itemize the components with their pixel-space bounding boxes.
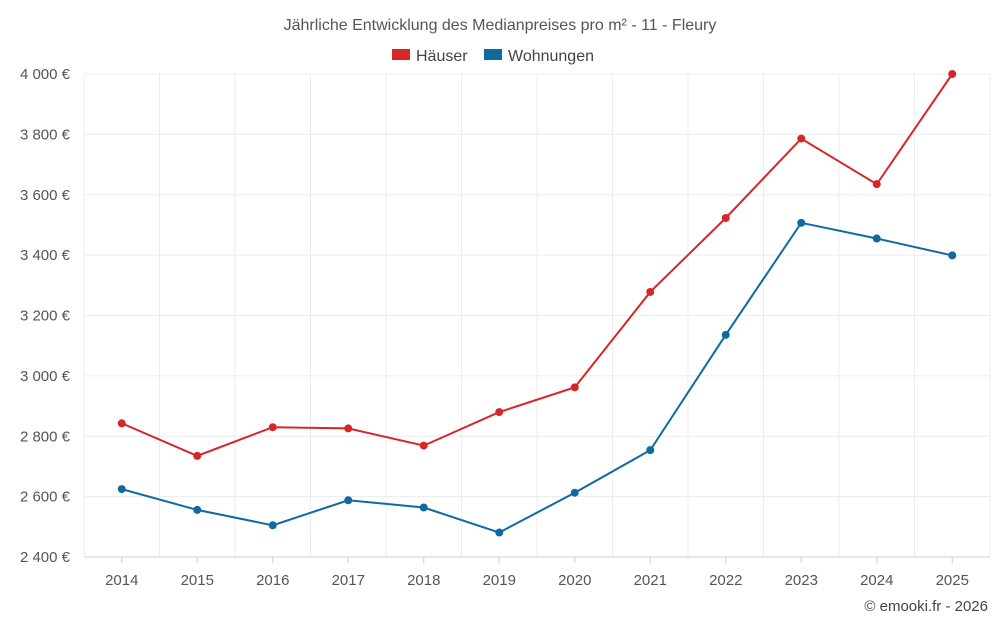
data-point-0[interactable] (419, 441, 428, 450)
x-tick-label: 2016 (256, 572, 289, 589)
data-point-0[interactable] (872, 180, 881, 189)
data-point-0[interactable] (344, 424, 353, 433)
data-point-0[interactable] (193, 451, 202, 460)
x-tick-label: 2025 (936, 572, 969, 589)
series-line-0 (121, 73, 954, 457)
legend-label-1: Wohnungen (508, 48, 594, 65)
data-point-1[interactable] (721, 330, 730, 339)
data-point-0[interactable] (646, 287, 655, 296)
x-axis: 2014 2015 2016 2017 2018 2019 2020 2021 2022 2023… (105, 557, 969, 589)
data-point-1[interactable] (797, 218, 806, 227)
data-point-1[interactable] (268, 521, 277, 530)
x-tick-label: 2023 (785, 572, 818, 589)
credit-text: © emooki.fr - 2026 (864, 598, 988, 615)
x-tick-label: 2020 (558, 572, 591, 589)
y-tick-label: 2 400 € (20, 549, 71, 566)
x-tick-label: 2014 (105, 572, 138, 589)
data-point-1[interactable] (495, 528, 504, 537)
data-point-0[interactable] (948, 70, 957, 78)
y-axis: 2 400 € 2 600 € 2 800 € 3 000 € 3 200 € 3 400… (20, 66, 71, 566)
grid (83, 73, 991, 558)
data-point-1[interactable] (117, 485, 126, 494)
legend-label-0: Häuser (416, 48, 468, 65)
data-point-1[interactable] (193, 505, 202, 514)
legend-swatch-1 (484, 49, 502, 60)
data-point-0[interactable] (797, 134, 806, 143)
y-tick-label: 3 800 € (20, 126, 71, 143)
series-group (117, 70, 957, 537)
data-point-0[interactable] (117, 419, 126, 428)
data-point-0[interactable] (721, 213, 730, 222)
data-point-1[interactable] (419, 503, 428, 512)
y-tick-label: 3 000 € (20, 368, 71, 385)
y-tick-label: 4 000 € (20, 66, 71, 83)
y-tick-label: 3 200 € (20, 308, 71, 325)
y-tick-label: 3 600 € (20, 187, 71, 204)
y-tick-label: 2 800 € (20, 428, 71, 445)
x-tick-label: 2022 (709, 572, 742, 589)
y-tick-label: 3 400 € (20, 247, 71, 264)
chart-title: Jährliche Entwicklung des Medianpreises … (284, 17, 717, 34)
series-line-1 (121, 221, 953, 534)
x-tick-label: 2015 (181, 572, 214, 589)
x-tick-label: 2021 (634, 572, 667, 589)
y-tick-label: 2 600 € (20, 489, 71, 506)
x-tick-label: 2019 (483, 572, 516, 589)
data-point-1[interactable] (570, 488, 579, 497)
legend-swatch-0 (392, 49, 410, 60)
x-tick-label: 2017 (332, 572, 365, 589)
x-tick-label: 2024 (860, 572, 893, 589)
data-point-0[interactable] (268, 423, 277, 432)
data-point-1[interactable] (872, 234, 881, 243)
data-point-1[interactable] (646, 446, 655, 455)
data-point-0[interactable] (570, 383, 579, 392)
data-point-1[interactable] (948, 251, 957, 260)
data-point-0[interactable] (495, 408, 504, 417)
legend: Häuser Wohnungen (392, 48, 594, 65)
x-tick-label: 2018 (407, 572, 440, 589)
data-point-1[interactable] (344, 496, 353, 505)
